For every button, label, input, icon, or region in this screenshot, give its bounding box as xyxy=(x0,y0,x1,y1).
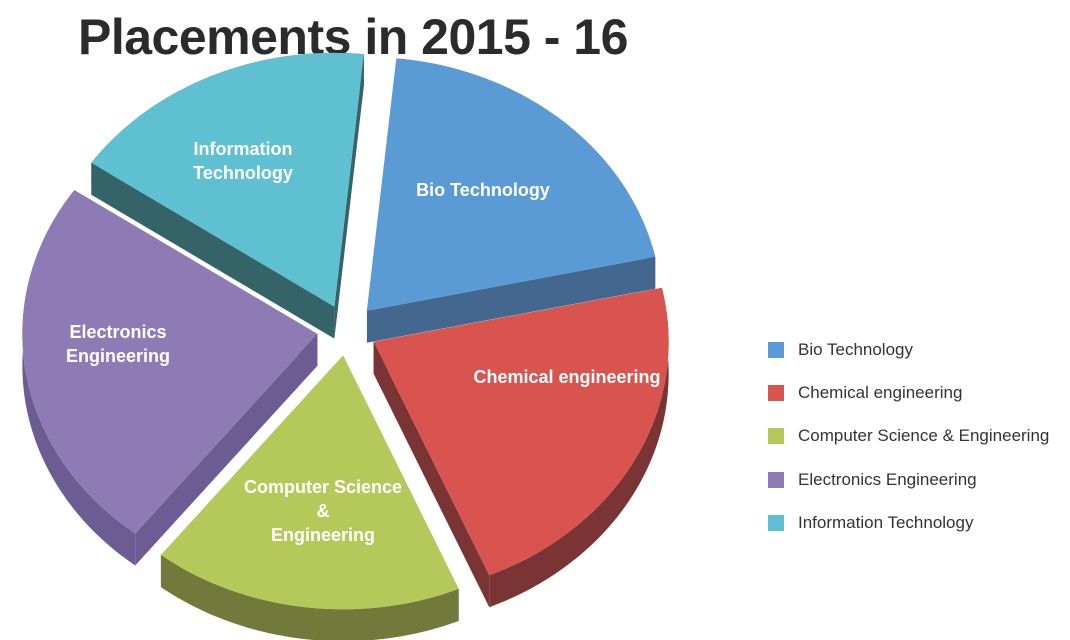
slice-label: Computer Science xyxy=(244,477,402,497)
legend-label: Chemical engineering xyxy=(798,383,963,403)
pie-slice xyxy=(366,58,656,311)
pie-slice xyxy=(22,190,318,534)
legend-label: Electronics Engineering xyxy=(798,469,977,489)
slice-label: Bio Technology xyxy=(416,180,550,200)
slice-side-wall xyxy=(135,333,318,566)
pie-slice xyxy=(373,287,669,576)
slice-label: Technology xyxy=(193,163,293,183)
legend-item: Chemical engineering xyxy=(768,371,1068,414)
slice-side-wall xyxy=(334,54,364,339)
slice-side-wall xyxy=(91,162,335,339)
slice-label: Electronics xyxy=(69,322,166,342)
legend: Bio Technology Chemical engineering Comp… xyxy=(768,328,1068,545)
slice-label: Information xyxy=(194,139,293,159)
legend-label: Computer Science & Engineering xyxy=(798,426,1050,446)
slice-label: & xyxy=(317,501,330,521)
slice-label: Engineering xyxy=(271,525,375,545)
legend-label: Information Technology xyxy=(798,513,974,533)
legend-item: Electronics Engineering xyxy=(768,458,1068,501)
legend-item: Computer Science & Engineering xyxy=(768,415,1068,458)
slice-side-wall xyxy=(373,341,490,608)
slice-side-wall xyxy=(366,256,656,343)
pie-slice xyxy=(91,52,364,307)
legend-swatch xyxy=(768,385,784,402)
legend-item: Information Technology xyxy=(768,502,1068,545)
slice-label: Engineering xyxy=(66,346,170,366)
slice-label: Chemical engineering xyxy=(473,367,660,387)
slice-outer-wall xyxy=(22,190,136,566)
slice-outer-wall xyxy=(160,555,459,640)
legend-item: Bio Technology xyxy=(768,328,1068,371)
legend-label: Bio Technology xyxy=(798,339,913,359)
legend-swatch xyxy=(768,471,784,488)
pie-slice xyxy=(160,355,459,610)
legend-swatch xyxy=(768,515,784,532)
legend-swatch xyxy=(768,341,784,358)
legend-swatch xyxy=(768,428,784,445)
slice-outer-wall xyxy=(489,287,669,608)
